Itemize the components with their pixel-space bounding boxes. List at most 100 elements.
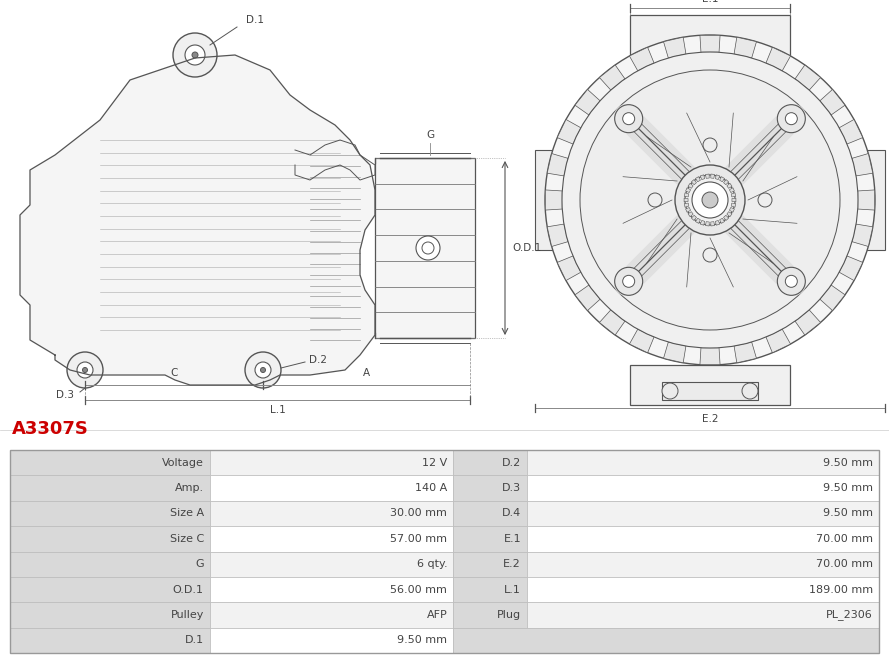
Bar: [10, 602, 210, 628]
Polygon shape: [700, 36, 720, 52]
Text: 30.00 mm: 30.00 mm: [390, 509, 447, 519]
Circle shape: [580, 70, 840, 330]
Bar: [527, 450, 879, 475]
Polygon shape: [701, 220, 705, 225]
Bar: [210, 602, 453, 628]
Circle shape: [692, 182, 728, 218]
Text: A: A: [363, 368, 370, 378]
Circle shape: [173, 33, 217, 77]
Polygon shape: [688, 184, 693, 188]
Polygon shape: [839, 256, 862, 280]
Polygon shape: [731, 203, 736, 207]
Bar: [645, 48, 775, 60]
Bar: [630, 15, 790, 55]
Circle shape: [192, 52, 198, 58]
Polygon shape: [688, 212, 693, 216]
Text: D.3: D.3: [502, 483, 521, 493]
Circle shape: [67, 352, 103, 388]
Polygon shape: [629, 329, 654, 353]
Text: 57.00 mm: 57.00 mm: [390, 534, 447, 544]
Bar: [10, 501, 210, 526]
Polygon shape: [692, 215, 696, 220]
Text: D.1: D.1: [185, 636, 204, 645]
Bar: [210, 526, 453, 551]
Text: 189.00 mm: 189.00 mm: [809, 584, 873, 595]
Text: Amp.: Amp.: [175, 483, 204, 493]
Text: D.4: D.4: [501, 509, 521, 519]
Text: AFP: AFP: [427, 610, 447, 620]
Bar: [210, 551, 453, 577]
Bar: [453, 628, 879, 653]
Polygon shape: [548, 224, 568, 247]
Polygon shape: [711, 174, 715, 178]
Bar: [210, 450, 453, 475]
Bar: [453, 577, 527, 602]
Circle shape: [614, 267, 643, 295]
Circle shape: [648, 193, 662, 207]
Polygon shape: [730, 207, 734, 213]
Polygon shape: [706, 222, 709, 226]
Bar: [210, 475, 453, 501]
Bar: [630, 365, 790, 405]
Text: G: G: [196, 559, 204, 569]
Text: 70.00 mm: 70.00 mm: [816, 534, 873, 544]
Polygon shape: [629, 47, 654, 71]
Polygon shape: [820, 285, 845, 311]
Polygon shape: [730, 188, 734, 193]
Bar: [375, 158, 475, 338]
Text: 9.50 mm: 9.50 mm: [823, 483, 873, 493]
Bar: [10, 628, 210, 653]
Polygon shape: [795, 65, 821, 90]
Text: E.1: E.1: [503, 534, 521, 544]
Text: E.2: E.2: [503, 559, 521, 569]
Text: D.3: D.3: [56, 390, 74, 400]
Circle shape: [662, 383, 678, 399]
Polygon shape: [734, 342, 757, 363]
Circle shape: [758, 193, 772, 207]
Text: L.1: L.1: [269, 405, 285, 415]
Polygon shape: [731, 193, 736, 197]
Bar: [527, 501, 879, 526]
Text: O.D.1: O.D.1: [512, 243, 541, 253]
Circle shape: [622, 113, 635, 124]
Polygon shape: [711, 222, 715, 226]
Polygon shape: [820, 89, 845, 115]
Bar: [453, 501, 527, 526]
Polygon shape: [701, 175, 705, 180]
Text: D.2: D.2: [309, 355, 327, 365]
Circle shape: [703, 248, 717, 262]
Bar: [210, 628, 453, 653]
Bar: [527, 602, 879, 628]
Text: O.D.1: O.D.1: [172, 584, 204, 595]
Polygon shape: [732, 198, 736, 202]
Polygon shape: [852, 153, 873, 176]
Circle shape: [545, 35, 875, 365]
Bar: [453, 526, 527, 551]
Bar: [535, 150, 560, 250]
Bar: [10, 475, 210, 501]
Polygon shape: [684, 198, 688, 202]
Text: Voltage: Voltage: [162, 458, 204, 468]
Polygon shape: [557, 256, 581, 280]
Polygon shape: [575, 285, 600, 311]
Text: A3307S: A3307S: [12, 420, 89, 438]
Polygon shape: [548, 153, 568, 176]
Text: E.1: E.1: [701, 0, 718, 4]
Polygon shape: [663, 342, 686, 363]
Circle shape: [185, 45, 205, 65]
Text: D.2: D.2: [501, 458, 521, 468]
Text: 140 A: 140 A: [415, 483, 447, 493]
Polygon shape: [734, 38, 757, 58]
Polygon shape: [724, 215, 729, 220]
Text: C: C: [171, 368, 178, 378]
Bar: [10, 450, 210, 475]
Polygon shape: [839, 120, 862, 144]
Circle shape: [416, 236, 440, 260]
Bar: [527, 526, 879, 551]
Circle shape: [785, 113, 797, 124]
Polygon shape: [700, 347, 720, 365]
Circle shape: [777, 267, 805, 295]
Bar: [527, 577, 879, 602]
Polygon shape: [695, 176, 701, 182]
Bar: [10, 577, 210, 602]
